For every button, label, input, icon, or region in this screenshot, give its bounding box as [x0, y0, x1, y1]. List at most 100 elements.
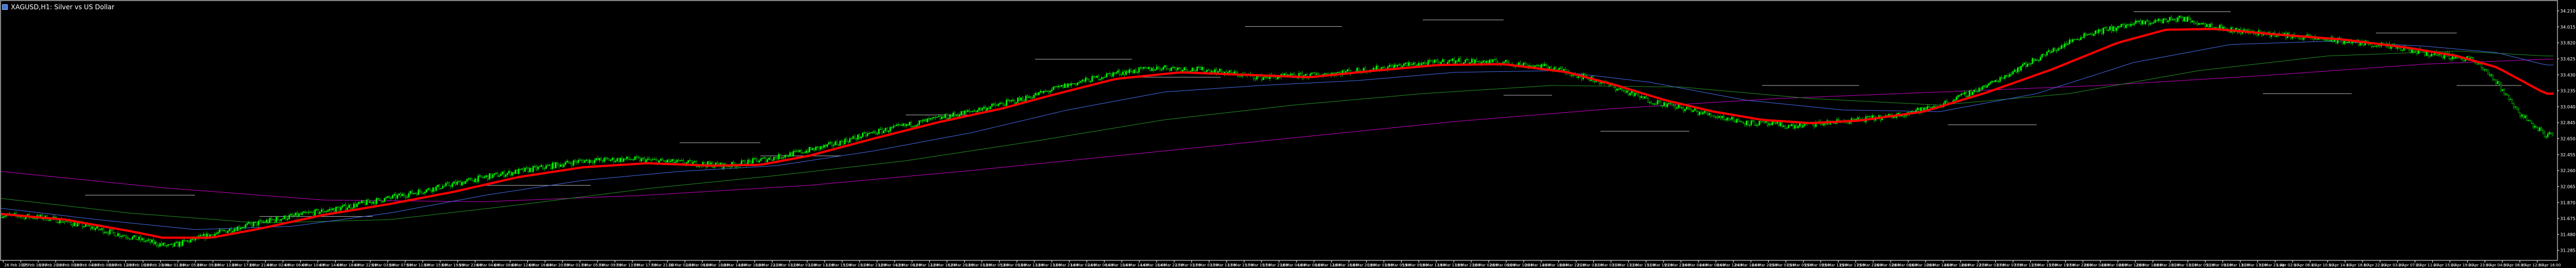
candle-body: [114, 232, 115, 236]
candle-body: [1034, 93, 1037, 95]
candle-body: [375, 198, 377, 204]
candle-body: [614, 161, 617, 162]
time-tick-label: 20 Mar 14:00: [1525, 263, 1550, 267]
time-tick-label: 26 Mar 10:00: [1909, 263, 1935, 267]
candle-body: [1164, 65, 1166, 68]
candle-body: [1133, 69, 1135, 74]
candle-body: [1098, 75, 1100, 80]
candle-body: [1739, 121, 1741, 122]
candle-body: [295, 212, 297, 216]
candle-body: [224, 230, 226, 231]
candle-body: [1389, 65, 1390, 68]
candle-body: [2046, 52, 2048, 56]
candle-body: [857, 135, 859, 140]
candle-body: [183, 240, 185, 241]
candle-body: [1534, 65, 1536, 67]
candle-body: [1422, 62, 1424, 64]
candle-body: [917, 124, 918, 126]
candle-body: [447, 182, 448, 184]
candle-body: [542, 165, 544, 168]
candle-body: [2021, 64, 2024, 66]
candle-body: [778, 154, 780, 160]
candle-body: [1348, 69, 1350, 71]
candle-body: [1429, 60, 1431, 61]
time-tick-label: 28 Feb 20:00: [144, 263, 169, 267]
candle-body: [1421, 63, 1423, 65]
time-tick-label: 7 Mar 21:00: [651, 263, 674, 267]
candle-body: [947, 118, 949, 119]
candle-body: [1849, 122, 1851, 124]
candle-body: [870, 132, 872, 133]
candle-body: [858, 135, 861, 138]
candle-body: [2182, 17, 2184, 21]
candle-body: [1744, 123, 1746, 125]
candle-body: [2224, 27, 2226, 28]
candle-body: [1158, 66, 1159, 69]
candle-body: [2334, 39, 2335, 42]
candle-body: [852, 136, 854, 139]
candle-body: [439, 185, 441, 190]
candle-body: [1694, 108, 1696, 111]
candle-body: [1775, 123, 1776, 124]
candle-body: [1474, 59, 1476, 64]
candle-body: [1537, 65, 1539, 66]
candle-body: [2542, 130, 2544, 133]
candle-body: [1954, 99, 1956, 101]
candle-body: [1988, 83, 1990, 86]
candle-body: [592, 162, 594, 163]
candle-body: [379, 198, 381, 200]
candle-body: [1453, 58, 1455, 64]
candle-body: [1970, 90, 1972, 95]
candle-body: [1196, 66, 1198, 71]
candle-body: [1263, 77, 1264, 80]
candle-body: [2490, 74, 2492, 76]
candle-body: [2526, 115, 2528, 121]
candle-body: [678, 160, 680, 161]
candle-body: [413, 193, 415, 194]
candle-body: [377, 198, 379, 199]
candle-body: [1033, 95, 1035, 98]
time-tick-label: 3 Mar 01:00: [162, 263, 185, 267]
candle-body: [1014, 100, 1015, 104]
candle-body: [1117, 70, 1119, 73]
candle-body: [781, 157, 783, 159]
candle-body: [2041, 54, 2043, 58]
time-tick-label: 21 Mar 03:00: [1577, 263, 1603, 267]
candle-body: [1169, 69, 1171, 71]
candle-body: [2409, 49, 2411, 53]
candle-body: [1621, 88, 1623, 90]
candle-body: [1986, 85, 1988, 88]
candle-body: [550, 165, 552, 169]
candle-body: [2191, 21, 2193, 22]
candle-body: [327, 210, 329, 211]
candle-body: [941, 117, 943, 119]
candle-body: [151, 239, 153, 243]
time-tick-label: 13 Mar 13:00: [1018, 263, 1044, 267]
candle-body: [1503, 61, 1505, 63]
candle-body: [2516, 106, 2518, 109]
symbol-icon: [2, 4, 8, 10]
candle-body: [1671, 102, 1673, 106]
time-tick-label: 28 Feb 00:00: [57, 263, 82, 267]
candle-body: [1547, 65, 1549, 69]
candle-body: [1705, 111, 1707, 113]
candle-body: [2026, 64, 2029, 67]
candle-body: [1043, 91, 1045, 93]
candle-body: [2414, 51, 2416, 52]
candle-body: [2547, 134, 2549, 137]
candle-body: [748, 160, 751, 161]
candle-body: [716, 162, 718, 165]
candle-body: [96, 226, 98, 229]
candle-body: [1984, 85, 1987, 88]
candle-body: [2529, 120, 2531, 121]
candle-body: [1584, 74, 1586, 76]
time-tick-label: 17 Mar 19:00: [1245, 263, 1271, 267]
candle-body: [2492, 74, 2494, 80]
candle-body: [2033, 58, 2035, 61]
candle-body: [676, 160, 678, 162]
candle-body: [1061, 85, 1062, 87]
ma-slow-path: [1, 51, 2554, 223]
candle-body: [1738, 119, 1739, 122]
candle-body: [1983, 85, 1985, 87]
